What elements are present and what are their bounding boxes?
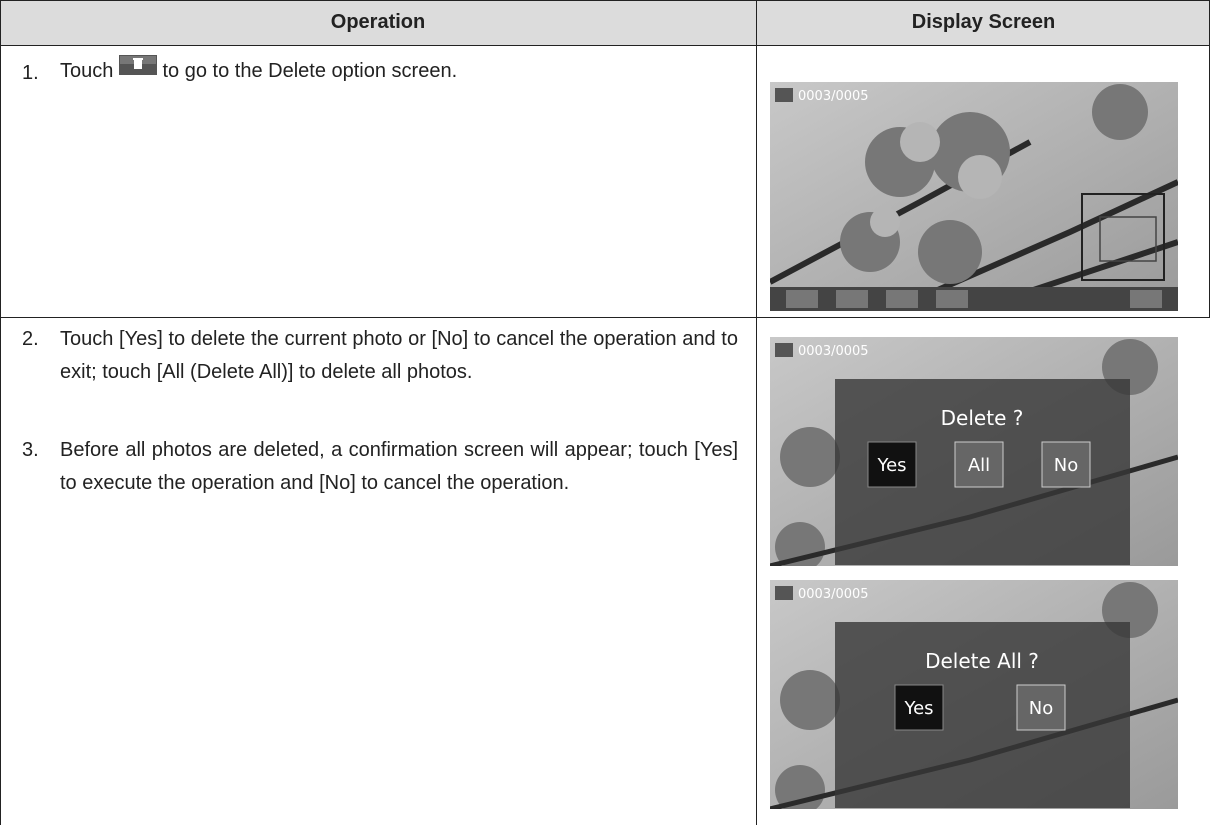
button-label: No — [1054, 455, 1078, 476]
border — [0, 0, 1, 825]
display-screen: 0003/0005 — [770, 82, 1178, 311]
button[interactable] — [1041, 441, 1091, 488]
counter: 0003/0005 — [798, 587, 869, 602]
header-cell: Display Screen — [757, 0, 1210, 45]
border — [0, 0, 1210, 1]
button[interactable] — [954, 441, 1004, 488]
button-label: All — [968, 455, 990, 476]
trash-icon — [118, 55, 157, 75]
border — [0, 317, 1210, 318]
step-text: Before all photos are deleted, a confirm… — [60, 439, 738, 494]
header-cell: Operation — [0, 0, 756, 45]
display-screen: 0003/0005 Delete All ? Yes No — [770, 580, 1178, 809]
prompt: Delete All ? — [925, 649, 1039, 673]
button-label: Yes — [903, 698, 933, 719]
text: to go to the Delete option screen. — [162, 60, 458, 82]
step-number: 3. — [22, 439, 39, 461]
step-number: 1. — [22, 62, 39, 84]
button-label: Yes — [876, 455, 906, 476]
display-screen: 0003/0005 Delete ? Yes All No — [770, 337, 1178, 566]
button-label: No — [1029, 698, 1053, 719]
step-text: Touch to go to the Delete option screen. — [60, 55, 738, 88]
border — [756, 0, 757, 825]
step-text: Touch [Yes] to delete the current photo … — [60, 328, 738, 383]
text: Touch — [60, 60, 114, 82]
prompt: Delete ? — [941, 406, 1024, 430]
counter: 0003/0005 — [798, 89, 869, 104]
counter: 0003/0005 — [798, 344, 869, 359]
button[interactable] — [894, 684, 944, 731]
button[interactable] — [867, 441, 917, 488]
step-number: 2. — [22, 328, 39, 350]
button[interactable] — [1016, 684, 1066, 731]
border — [0, 45, 1210, 46]
